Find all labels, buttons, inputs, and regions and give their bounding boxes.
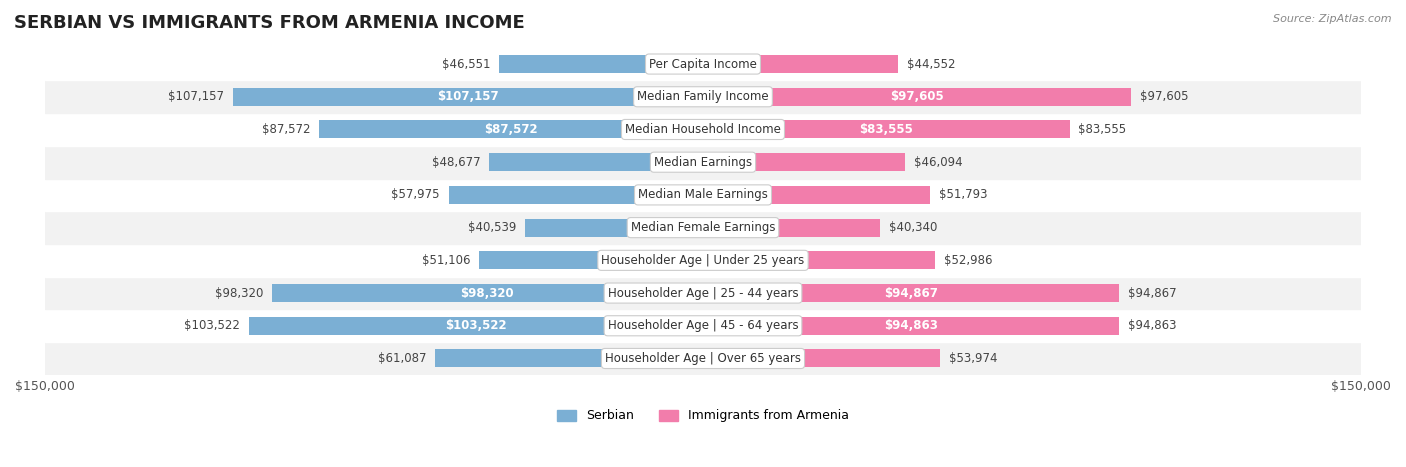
Bar (703, 284, 1119, 302)
Bar (703, 317, 1119, 335)
Text: $48,677: $48,677 (432, 156, 481, 169)
Bar (489, 153, 703, 171)
Text: $94,867: $94,867 (1128, 287, 1177, 299)
Text: $107,157: $107,157 (437, 90, 499, 103)
Text: $53,974: $53,974 (949, 352, 997, 365)
Text: Median Male Earnings: Median Male Earnings (638, 188, 768, 201)
Text: $52,986: $52,986 (945, 254, 993, 267)
Bar (271, 284, 703, 302)
Text: $51,106: $51,106 (422, 254, 470, 267)
Text: $46,094: $46,094 (914, 156, 963, 169)
Text: Source: ZipAtlas.com: Source: ZipAtlas.com (1274, 14, 1392, 24)
Text: $103,522: $103,522 (184, 319, 240, 333)
Text: $83,555: $83,555 (1078, 123, 1126, 136)
Bar (703, 120, 1070, 139)
Text: $98,320: $98,320 (215, 287, 263, 299)
Bar (45, 211, 1361, 244)
Text: Median Earnings: Median Earnings (654, 156, 752, 169)
Text: Median Household Income: Median Household Income (626, 123, 780, 136)
Bar (703, 153, 905, 171)
Bar (449, 186, 703, 204)
Text: Median Family Income: Median Family Income (637, 90, 769, 103)
Text: $40,539: $40,539 (468, 221, 516, 234)
Text: $97,605: $97,605 (890, 90, 943, 103)
Bar (45, 146, 1361, 178)
Bar (499, 55, 703, 73)
Bar (319, 120, 703, 139)
Text: Householder Age | 45 - 64 years: Householder Age | 45 - 64 years (607, 319, 799, 333)
Bar (45, 80, 1361, 113)
Text: $83,555: $83,555 (859, 123, 914, 136)
Bar (45, 244, 1361, 277)
Bar (703, 55, 898, 73)
Bar (45, 113, 1361, 146)
Text: Householder Age | Over 65 years: Householder Age | Over 65 years (605, 352, 801, 365)
Text: $107,157: $107,157 (169, 90, 224, 103)
Text: $103,522: $103,522 (446, 319, 506, 333)
Bar (434, 349, 703, 368)
Text: $51,793: $51,793 (939, 188, 987, 201)
Text: $94,867: $94,867 (884, 287, 938, 299)
Bar (249, 317, 703, 335)
Text: $40,340: $40,340 (889, 221, 938, 234)
Bar (45, 310, 1361, 342)
Text: $87,572: $87,572 (484, 123, 537, 136)
Text: $61,087: $61,087 (378, 352, 426, 365)
Bar (233, 88, 703, 106)
Text: Median Female Earnings: Median Female Earnings (631, 221, 775, 234)
Bar (703, 219, 880, 237)
Bar (703, 88, 1132, 106)
Text: $94,863: $94,863 (1128, 319, 1177, 333)
Bar (45, 342, 1361, 375)
Text: $57,975: $57,975 (391, 188, 440, 201)
Bar (526, 219, 703, 237)
Bar (45, 48, 1361, 80)
Text: SERBIAN VS IMMIGRANTS FROM ARMENIA INCOME: SERBIAN VS IMMIGRANTS FROM ARMENIA INCOM… (14, 14, 524, 32)
Bar (703, 349, 939, 368)
Text: Householder Age | 25 - 44 years: Householder Age | 25 - 44 years (607, 287, 799, 299)
Bar (45, 277, 1361, 310)
Text: $87,572: $87,572 (262, 123, 311, 136)
Text: $94,863: $94,863 (884, 319, 938, 333)
Bar (703, 186, 931, 204)
Text: $97,605: $97,605 (1140, 90, 1188, 103)
Text: Householder Age | Under 25 years: Householder Age | Under 25 years (602, 254, 804, 267)
Bar (479, 251, 703, 269)
Bar (703, 251, 935, 269)
Text: $44,552: $44,552 (907, 57, 956, 71)
Bar (45, 178, 1361, 211)
Legend: Serbian, Immigrants from Armenia: Serbian, Immigrants from Armenia (553, 404, 853, 427)
Text: $46,551: $46,551 (441, 57, 491, 71)
Text: $98,320: $98,320 (461, 287, 515, 299)
Text: Per Capita Income: Per Capita Income (650, 57, 756, 71)
